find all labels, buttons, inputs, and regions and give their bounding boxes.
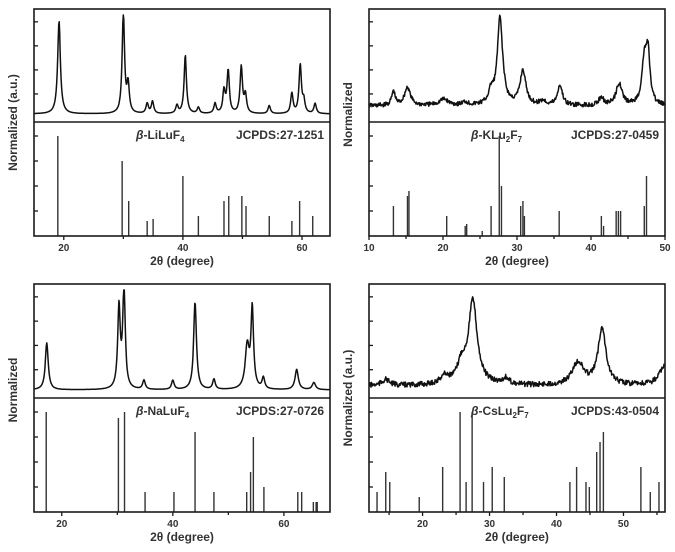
x-tick-label: 30 [511, 243, 523, 254]
measured-pattern-line [368, 296, 666, 388]
jcpds-label: JCPDS:43-0504 [571, 404, 659, 418]
panel-cslu2f7: 20 30 40 50 2θ (degree) Normalized (a.u.) β-Cs… [341, 283, 666, 544]
jcpds-label: JCPDS:27-1251 [236, 128, 324, 142]
x-tick-label: 40 [585, 243, 597, 254]
y-axis-label: Normalized (a.u.) [6, 74, 20, 171]
x-axis-label: 2θ (degree) [485, 254, 549, 268]
x-tick-label: 20 [58, 243, 70, 254]
x-tick-label: 40 [177, 243, 189, 254]
jcpds-label: JCPDS:27-0726 [236, 404, 324, 418]
x-tick-label: 60 [296, 243, 308, 254]
x-tick-label: 10 [363, 243, 375, 254]
y-axis-label: Normalized [341, 82, 355, 147]
x-axis-label: 2θ (degree) [150, 254, 214, 268]
x-tick-label: 40 [551, 519, 563, 530]
x-tick-label: 60 [278, 519, 290, 530]
phase-label: β-KLu2F7 [470, 128, 523, 144]
x-tick-label: 50 [659, 243, 671, 254]
jcpds-label: JCPDS:27-0459 [571, 128, 659, 142]
x-tick-label: 40 [167, 519, 179, 530]
measured-pattern-line [368, 14, 666, 108]
x-tick-label: 20 [417, 519, 429, 530]
phase-label: β-CsLu2F7 [470, 404, 529, 420]
x-tick-label: 50 [618, 519, 630, 530]
x-tick-label: 20 [437, 243, 449, 254]
panel-nalu-f4: 20 40 60 2θ (degree) Normalized β-NaLuF4 JCPDS… [6, 283, 331, 544]
measured-pattern-line [33, 14, 331, 115]
y-axis-label: Normalized [6, 358, 20, 423]
x-axis-label: 2θ (degree) [485, 530, 549, 544]
phase-label: β-NaLuF4 [135, 404, 190, 420]
panel-klu2f7: 10 20 30 40 50 2θ (degree) Normalized β-KLu2F7 J… [341, 8, 671, 268]
phase-label: β-LiLuF4 [135, 128, 185, 144]
measured-pattern-line [33, 289, 331, 391]
y-axis-label: Normalized (a.u.) [341, 350, 355, 447]
x-tick-label: 30 [484, 519, 496, 530]
panel-lilu-f4: 20 40 60 2θ (degree) Normalized (a.u.) β-LiLu… [6, 8, 331, 268]
x-axis-label: 2θ (degree) [150, 530, 214, 544]
x-tick-label: 20 [56, 519, 68, 530]
